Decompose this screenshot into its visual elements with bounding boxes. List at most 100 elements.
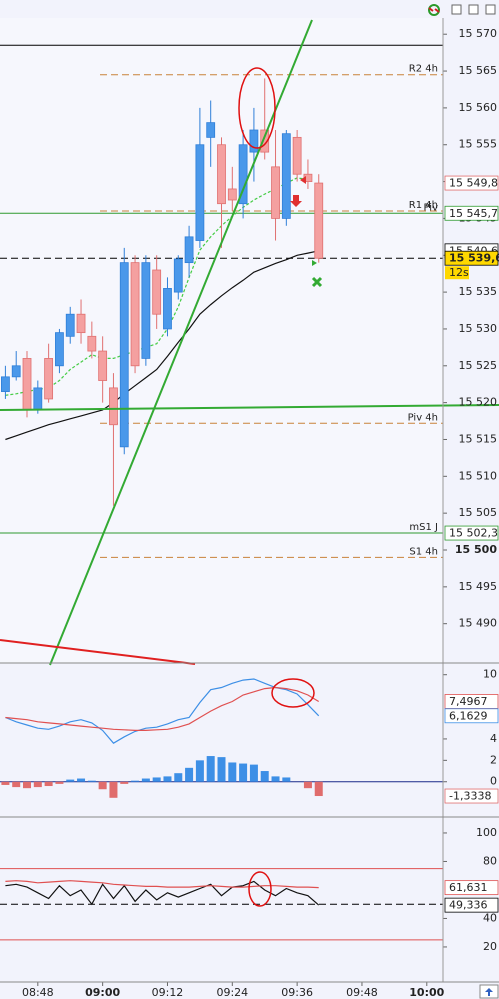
sell-arrow [290, 195, 302, 207]
y-tick-label: 15 555 [459, 138, 498, 151]
candle-body [227, 188, 237, 201]
maximize-button[interactable] [468, 4, 479, 15]
histogram-bar [152, 777, 161, 782]
candle-body [238, 144, 248, 205]
candle-body [22, 358, 32, 411]
level-label: R1 4h [409, 200, 438, 211]
close-button[interactable] [485, 4, 496, 15]
signal-arrow [300, 176, 306, 184]
value-marker-label: 15 539,6 [449, 252, 499, 265]
value-marker [444, 205, 499, 221]
candle-body [195, 144, 205, 241]
x-tick-label: 09:24 [216, 986, 248, 999]
candle-body [130, 262, 140, 367]
toolbar [428, 4, 496, 16]
value-marker-label: 6,1629 [449, 709, 488, 722]
candle-body [44, 358, 54, 400]
histogram-bar [174, 773, 183, 782]
histogram-bar [303, 781, 312, 789]
candle-body [249, 129, 259, 153]
histogram-bar [109, 781, 118, 798]
series-line [5, 880, 320, 906]
refresh-icon [428, 7, 440, 13]
histogram-bar [249, 764, 258, 782]
histogram-bar [185, 767, 194, 782]
candle-body [98, 350, 108, 381]
candle-body [173, 258, 183, 293]
candle-body [55, 332, 64, 367]
candle-body [314, 182, 324, 259]
value-marker [444, 175, 499, 191]
histogram-bar [282, 777, 291, 782]
value-marker [444, 897, 499, 913]
candle-body [119, 262, 129, 448]
value-marker [444, 880, 499, 896]
level-label: Piv [423, 202, 438, 213]
trend-line [0, 639, 196, 665]
refresh-button[interactable] [428, 4, 440, 16]
candle-body [152, 269, 162, 315]
y-tick-label: 15 520 [459, 396, 498, 409]
candle-body [87, 335, 97, 352]
x-tick-label: 09:00 [85, 986, 120, 999]
candle-body [11, 365, 21, 378]
histogram-bar [141, 778, 150, 782]
x-tick-label: 09:48 [346, 986, 378, 999]
candle-body [65, 313, 75, 337]
trend-line [0, 404, 499, 411]
price-panel [0, 18, 443, 663]
y-tick-label: 15 530 [459, 322, 498, 335]
y-tick-label: 40 [483, 911, 497, 924]
value-marker-label: -1,3338 [449, 790, 491, 803]
y-tick-label: 15 525 [459, 359, 498, 372]
y-tick-label: 15 500 [455, 543, 497, 556]
x-tick-label: 10:00 [409, 986, 444, 999]
histogram-bar [120, 781, 129, 784]
y-tick-label: 15 515 [459, 432, 498, 445]
trend-line [49, 19, 313, 666]
candle-body [109, 387, 118, 426]
histogram-bar [33, 781, 42, 788]
level-label: S1 4h [409, 546, 438, 557]
y-tick-label: 15 560 [459, 101, 498, 114]
level-label: R2 4h [409, 64, 438, 75]
series-line [5, 880, 319, 889]
candle-body [163, 288, 172, 330]
histogram-bar [98, 781, 107, 790]
y-tick-label: 15 490 [459, 617, 498, 630]
candle-body [206, 122, 216, 138]
scroll-icon [485, 988, 493, 996]
value-marker [444, 525, 499, 541]
x-tick-label: 09:12 [152, 986, 184, 999]
value-marker-label: 15 545,7 [449, 207, 498, 220]
value-marker-label: 49,336 [449, 899, 488, 912]
series-line [5, 686, 320, 731]
level-label: Piv 4h [408, 412, 438, 423]
y-tick-label: 100 [476, 826, 497, 839]
y-tick-label: 15 570 [459, 27, 498, 40]
y-tick-label: 10 [483, 668, 497, 681]
countdown: 12s [449, 266, 469, 279]
candle-body [141, 262, 151, 359]
minimize-button[interactable] [451, 4, 462, 15]
level-label: mS1 J [409, 522, 438, 533]
histogram-bar [1, 781, 10, 785]
series-line [5, 250, 319, 441]
value-marker [444, 250, 499, 266]
value-marker-label: 15 549,8 [449, 177, 498, 190]
histogram-bar [163, 776, 172, 782]
signal-arrow [312, 260, 317, 266]
value-marker-label: 61,631 [449, 881, 488, 894]
y-tick-label: 80 [483, 854, 497, 867]
y-tick-label: 15 495 [459, 580, 498, 593]
histogram-bar [131, 780, 140, 782]
y-tick-label: 20 [483, 940, 497, 953]
histogram-bar [23, 781, 32, 789]
series-line [5, 177, 308, 396]
value-marker-label: 15 502,3 [449, 527, 498, 540]
highlight-ellipse [248, 871, 272, 907]
histogram-bar [260, 771, 269, 782]
histogram-bar [87, 780, 96, 782]
y-tick-label: 2 [490, 753, 497, 766]
candle-body [271, 166, 280, 219]
